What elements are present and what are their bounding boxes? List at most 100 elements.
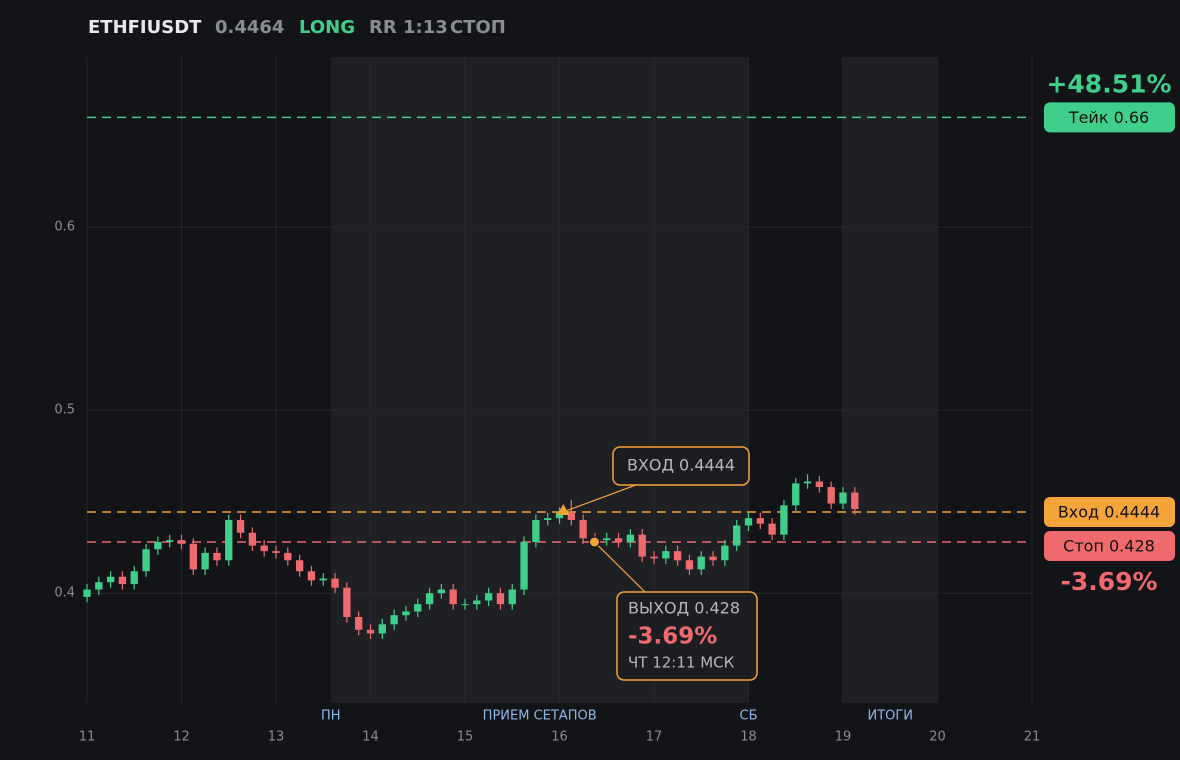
candle-body	[378, 624, 386, 634]
candle-body	[792, 483, 800, 506]
candle-body	[402, 611, 410, 616]
candle-body	[815, 481, 824, 488]
session-label: ПН	[321, 709, 341, 724]
candle-body	[638, 534, 646, 557]
candle-body	[236, 519, 245, 533]
candle-body	[650, 556, 658, 559]
candle-body	[142, 549, 150, 572]
exit-marker	[588, 536, 600, 548]
level-pill	[1044, 102, 1175, 133]
candle-body	[414, 604, 422, 612]
candle-body	[744, 518, 753, 526]
candle-body	[567, 512, 575, 520]
candle-body	[733, 525, 741, 546]
exit-percent: -3.69%	[628, 624, 717, 650]
candle-body	[284, 552, 292, 561]
candle-body	[673, 551, 682, 561]
exit-label: ВЫХОД 0.428	[628, 599, 740, 618]
candle-body	[154, 541, 162, 550]
candle-body	[437, 589, 446, 594]
take-percent: +48.51%	[1046, 69, 1171, 98]
x-tick-label: 15	[457, 730, 474, 745]
level-label: Стоп 0.428	[1063, 536, 1155, 555]
entry-label: ВХОД 0.4444	[627, 456, 735, 475]
candle-body	[425, 593, 434, 605]
x-tick-label: 20	[929, 730, 946, 745]
level-label: Вход 0.4444	[1058, 502, 1160, 521]
candle-body	[544, 518, 552, 520]
candle-body	[366, 629, 375, 634]
x-tick-label: 16	[551, 730, 568, 745]
candle-body	[532, 519, 540, 542]
exit-time: ЧТ 12:11 МСК	[628, 654, 735, 672]
x-tick-label: 11	[79, 730, 96, 745]
candle-body	[768, 523, 776, 535]
candle-body	[130, 571, 138, 585]
stop-tag: СТОП	[450, 17, 506, 38]
candle-body	[355, 616, 363, 630]
candle-body	[780, 505, 788, 535]
candle-body	[95, 582, 103, 590]
candle-body	[106, 576, 115, 583]
candle-body	[721, 545, 729, 561]
x-tick-label: 17	[646, 730, 663, 745]
candle-body	[390, 615, 398, 625]
candle-body	[118, 576, 127, 585]
candle-body	[319, 578, 327, 581]
candle-body	[166, 540, 174, 542]
stop-percent: -3.69%	[1060, 567, 1157, 596]
candle-body	[508, 589, 516, 605]
candle-body	[449, 589, 457, 605]
x-tick-label: 13	[268, 730, 285, 745]
candle-body	[709, 556, 717, 561]
x-tick-label: 19	[835, 730, 852, 745]
exit-box	[616, 591, 758, 681]
session-label: СБ	[740, 709, 758, 724]
side: LONG	[299, 17, 355, 38]
candle-body	[839, 492, 847, 504]
candle-body	[225, 519, 233, 561]
candle-body	[248, 532, 257, 546]
y-tick-label: 0.5	[54, 403, 75, 418]
candle-body	[484, 593, 493, 601]
candle-body	[685, 560, 694, 570]
candle-body	[697, 556, 705, 570]
candle-body	[626, 534, 635, 542]
candle-body	[756, 518, 764, 524]
candle-body	[827, 487, 835, 504]
candle-body	[307, 571, 316, 581]
candle-body	[331, 578, 339, 588]
level-pill	[1044, 530, 1175, 561]
entry-box	[612, 446, 750, 486]
candle-body	[343, 587, 351, 617]
session-label: ИТОГИ	[867, 709, 913, 724]
candle-body	[614, 538, 623, 542]
candle-body	[662, 551, 670, 559]
candle-body	[461, 604, 469, 606]
candle-body	[851, 492, 859, 510]
y-tick-label: 0.6	[54, 220, 75, 235]
x-tick-label: 14	[362, 730, 379, 745]
session-label: ПРИЕМ СЕТАПОВ	[483, 709, 597, 724]
candle-body	[83, 589, 91, 597]
candle-body	[189, 543, 197, 570]
y-tick-label: 0.4	[54, 586, 75, 601]
x-tick-label: 21	[1024, 730, 1041, 745]
level-pill	[1044, 496, 1175, 527]
rr: RR 1:13	[369, 17, 448, 38]
candle-body	[473, 600, 481, 605]
candle-body	[555, 512, 564, 519]
candle-body	[803, 481, 812, 484]
candle-body	[213, 552, 221, 561]
candle-body	[295, 560, 304, 572]
candle-body	[579, 519, 587, 539]
x-tick-label: 12	[173, 730, 190, 745]
candle-body	[520, 541, 528, 590]
candle-body	[272, 551, 280, 553]
candle-body	[177, 540, 186, 544]
candle-body	[496, 593, 505, 605]
x-tick-label: 18	[740, 730, 757, 745]
entry-marker	[557, 503, 570, 515]
